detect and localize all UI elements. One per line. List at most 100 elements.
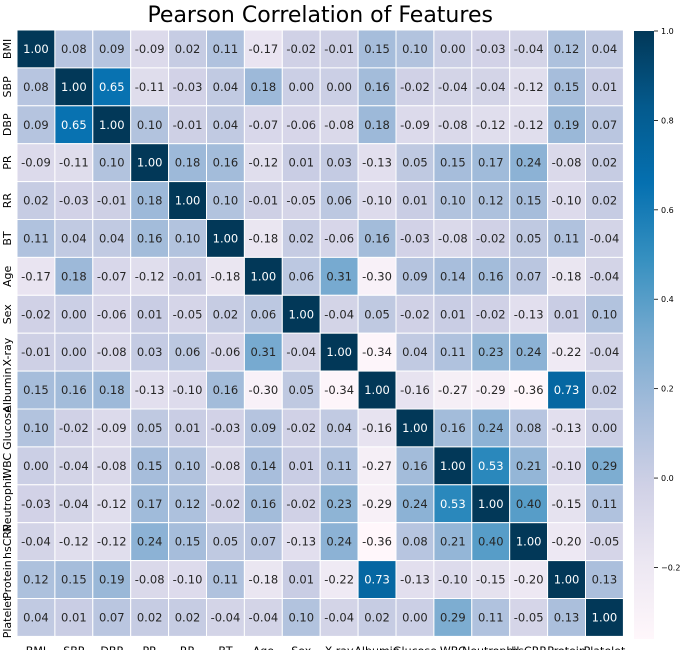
heatmap-cell (585, 105, 624, 145)
heatmap-cell (168, 370, 208, 410)
cell-value-label: 0.05 (213, 535, 239, 549)
heatmap-cells: 1.00 0.08 0.09 -0.09 0.02 0.11 -0.17 -0.02 -0.01… (16, 29, 624, 637)
cell-value-label: -0.34 (324, 383, 354, 397)
heatmap-cell (509, 181, 549, 221)
heatmap-cell (281, 219, 321, 258)
heatmap-cell (16, 332, 56, 372)
heatmap-cell (206, 294, 245, 334)
heatmap-cell (319, 181, 359, 221)
cell-value-label: 0.11 (23, 231, 49, 245)
cell-value-label: 0.07 (592, 118, 618, 132)
heatmap-cell (16, 219, 56, 258)
heatmap-cell (281, 598, 321, 637)
heatmap-cell (54, 522, 94, 562)
cell-value-label: 0.18 (61, 269, 87, 283)
cell-value-label: 0.16 (61, 383, 87, 397)
heatmap-cell (395, 219, 435, 258)
heatmap-cell (471, 67, 511, 107)
cell-value-label: -0.01 (173, 269, 203, 283)
cell-value-label: -0.12 (476, 118, 506, 132)
cell-value-label: -0.15 (552, 497, 582, 511)
cell-value-label: -0.10 (552, 194, 582, 208)
heatmap-cell (547, 484, 586, 524)
cell-value-label: 0.01 (592, 80, 618, 94)
cell-value-label: 0.10 (440, 194, 466, 208)
cell-value-label: -0.02 (59, 421, 89, 435)
x-tick-label: X-ray (325, 644, 354, 650)
heatmap-cell (433, 181, 473, 221)
heatmap-cell (509, 105, 549, 145)
heatmap-cell (471, 105, 511, 145)
cell-value-label: 0.02 (592, 383, 618, 397)
heatmap-cell (243, 219, 283, 258)
heatmap-cell (243, 294, 283, 334)
heatmap-cell (433, 370, 473, 410)
heatmap-cell (130, 105, 170, 145)
heatmap-cell (54, 598, 94, 637)
heatmap-cell (585, 446, 624, 486)
cell-value-label: 0.04 (326, 421, 352, 435)
cell-value-label: 0.11 (554, 231, 580, 245)
heatmap-cell (130, 332, 170, 372)
cell-value-label: -0.02 (400, 80, 430, 94)
heatmap-cell (433, 29, 473, 69)
heatmap-cell (54, 484, 94, 524)
cell-value-label: 0.53 (478, 459, 504, 473)
cell-value-label: 0.07 (251, 535, 277, 549)
cell-value-label: 0.01 (288, 459, 314, 473)
cell-value-label: -0.01 (173, 118, 203, 132)
y-tick-label: X-ray (1, 337, 14, 366)
cell-value-label: -0.03 (59, 194, 89, 208)
cell-value-label: -0.06 (97, 307, 127, 321)
cell-value-label: 0.10 (175, 231, 201, 245)
heatmap-cell (92, 143, 132, 183)
cell-value-label: -0.04 (514, 42, 544, 56)
cell-value-label: 0.10 (23, 421, 49, 435)
heatmap-cell (54, 256, 94, 296)
cell-value-label: -0.03 (476, 42, 506, 56)
cell-value-label: -0.01 (248, 194, 278, 208)
cell-value-label: 0.02 (288, 231, 314, 245)
cell-value-label: 0.65 (61, 118, 87, 132)
cell-value-label: 0.10 (592, 307, 618, 321)
heatmap-cell (471, 181, 511, 221)
cell-value-label: 0.04 (213, 118, 239, 132)
cell-value-label: 0.16 (213, 156, 239, 170)
cell-value-label: -0.27 (362, 459, 392, 473)
y-tick-label: DBP (1, 113, 14, 136)
cell-value-label: 0.07 (516, 269, 542, 283)
heatmap-cell (357, 29, 397, 69)
cell-value-label: 0.10 (288, 610, 314, 624)
cell-value-label: 0.18 (364, 118, 390, 132)
cell-value-label: 0.40 (478, 535, 504, 549)
cell-value-label: -0.13 (135, 383, 165, 397)
cell-value-label: 0.14 (251, 459, 277, 473)
x-tick-label: Protein (547, 644, 586, 650)
heatmap-cell (585, 143, 624, 183)
cell-value-label: 1.00 (402, 421, 428, 435)
cell-value-label: 0.16 (478, 269, 504, 283)
cell-value-label: 0.06 (175, 345, 201, 359)
heatmap-cell (168, 484, 208, 524)
cell-value-label: 0.04 (23, 610, 49, 624)
cell-value-label: 0.18 (99, 383, 125, 397)
heatmap-cell (168, 219, 208, 258)
cell-value-label: -0.13 (552, 421, 582, 435)
colorbar-tick-label: 0.2 (661, 385, 674, 394)
heatmap-cell (357, 484, 397, 524)
heatmap-cell (16, 143, 56, 183)
heatmap-cell (585, 522, 624, 562)
cell-value-label: -0.09 (97, 421, 127, 435)
cell-value-label: -0.04 (21, 535, 51, 549)
cell-value-label: -0.06 (286, 118, 316, 132)
cell-value-label: -0.05 (514, 610, 544, 624)
cell-value-label: 0.29 (592, 459, 618, 473)
cell-value-label: 0.11 (440, 345, 466, 359)
cell-value-label: 0.24 (326, 535, 352, 549)
heatmap-cell (319, 598, 359, 637)
cell-value-label: -0.02 (476, 307, 506, 321)
heatmap-cell (395, 294, 435, 334)
cell-value-label: 0.19 (554, 118, 580, 132)
colorbar-tick-label: 0.8 (661, 116, 674, 125)
cell-value-label: 0.10 (137, 118, 163, 132)
